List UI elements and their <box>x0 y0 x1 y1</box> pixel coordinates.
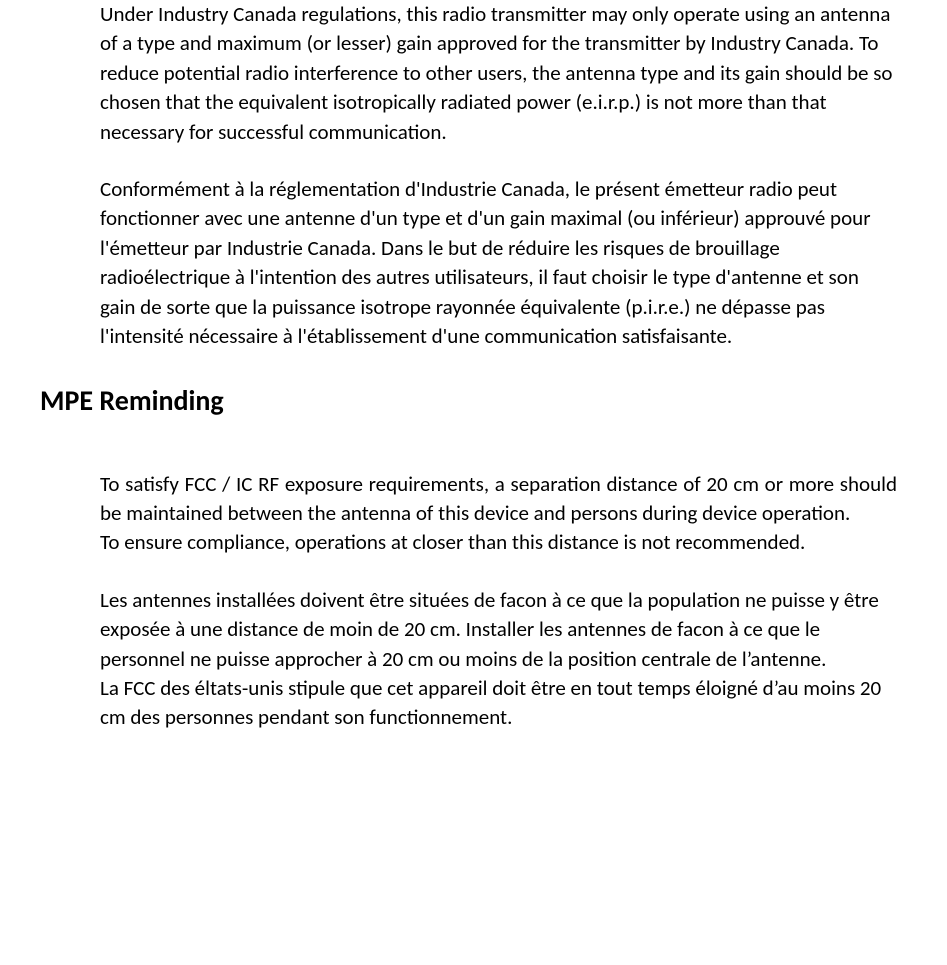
mpe-english-line2: To ensure compliance, operations at clos… <box>100 528 897 557</box>
mpe-french-line2: La FCC des éltats-unis stipule que cet a… <box>100 674 897 733</box>
paragraph-ic-english: Under Industry Canada regulations, this … <box>100 0 897 147</box>
mpe-french-line1: Les antennes installées doivent être sit… <box>100 586 897 674</box>
paragraph-ic-french: Conformément à la réglementation d'Indus… <box>100 175 897 351</box>
mpe-english-line1: To satisfy FCC / IC RF exposure requirem… <box>100 470 897 529</box>
heading-mpe-reminding: MPE Reminding <box>40 383 897 419</box>
